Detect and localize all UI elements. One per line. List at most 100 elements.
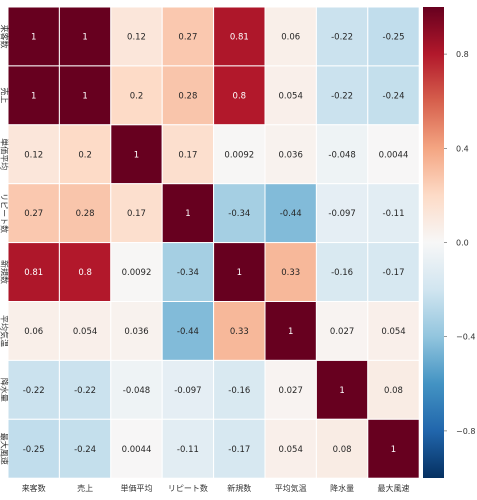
cell-value-label: 0.17 [178, 150, 197, 160]
cell-value-label: -0.44 [280, 209, 302, 219]
colorbar-tick-label: 0.4 [456, 144, 469, 153]
heatmap-cell-7-3 [161, 418, 215, 479]
column-tick-label: 降水量 [330, 483, 354, 493]
heatmap-cell-5-1 [58, 301, 112, 361]
cell-value-label: 0.027 [330, 327, 354, 337]
cell-value-label: 0.0092 [122, 268, 152, 278]
cell-value-label: 0.0044 [379, 150, 409, 160]
heatmap-cell-2-2 [110, 124, 163, 185]
heatmap-cell-2-4 [213, 124, 266, 185]
heatmap-cell-2-3 [161, 124, 215, 185]
row-tick-label: 売上 [0, 87, 10, 103]
cell-value-label: -0.22 [331, 32, 353, 42]
heatmap-cell-1-1 [58, 65, 112, 126]
column-tick-labels: 来客数 売上 単価平均 リピート数 新規数 平均気温 降水量 最大風速 [22, 483, 410, 493]
heatmap-cell-6-4 [213, 359, 266, 420]
cell-value-label: -0.11 [177, 445, 199, 455]
cell-value-label: 0.8 [78, 268, 92, 278]
heatmap-cell-2-5 [264, 124, 317, 185]
cell-value-label: 0.12 [127, 32, 146, 42]
cell-value-label: 0.036 [124, 327, 148, 337]
heatmap-cell-6-7 [367, 359, 420, 420]
cell-value-label: 0.2 [130, 91, 144, 101]
heatmap-cell-7-5 [264, 418, 317, 479]
heatmap-cell-0-0 [7, 6, 60, 67]
cell-value-label: -0.11 [383, 209, 405, 219]
heatmap-cell-7-4 [213, 418, 266, 479]
cell-value-label: -0.17 [228, 445, 250, 455]
row-tick-label: リピート数 [0, 193, 10, 233]
heatmap-cell-1-7 [367, 65, 420, 126]
cell-value-label: 0.28 [76, 209, 95, 219]
heatmap-cell-4-3 [161, 242, 215, 303]
row-tick-label: 降水量 [0, 378, 10, 402]
column-tick-label: 単価平均 [121, 483, 153, 493]
cell-value-label: -0.048 [328, 150, 355, 160]
cell-value-label: 1 [391, 445, 396, 455]
cell-value-label: -0.25 [23, 445, 45, 455]
heatmap-cell-6-1 [58, 359, 112, 420]
heatmap-cell-7-2 [110, 418, 163, 479]
heatmap-cell-5-6 [315, 301, 369, 361]
cell-value-label: 0.81 [230, 32, 249, 42]
cell-value-label: -0.22 [74, 386, 96, 396]
cell-value-label: 0.33 [281, 268, 300, 278]
cell-value-label: 1 [288, 327, 293, 337]
heatmap-cell-5-5 [264, 301, 317, 361]
cell-value-label: 0.17 [127, 209, 146, 219]
cell-value-label: 0.33 [230, 327, 249, 337]
cell-value-label: -0.097 [174, 386, 201, 396]
cell-value-label: -0.16 [331, 268, 353, 278]
heatmap-cell-0-7 [367, 6, 420, 67]
cell-value-label: 1 [339, 386, 344, 396]
heatmap-cell-0-2 [110, 6, 163, 67]
cell-value-label: 0.81 [24, 268, 43, 278]
row-tick-label: 単価平均 [0, 138, 10, 170]
heatmap-cell-0-5 [264, 6, 317, 67]
colorbar [423, 7, 444, 478]
cell-value-label: -0.097 [328, 209, 355, 219]
heatmap-cell-6-0 [7, 359, 60, 420]
cell-value-label: 0.27 [24, 209, 43, 219]
heatmap-cell-2-1 [58, 124, 112, 185]
cell-value-label: -0.16 [228, 386, 250, 396]
row-tick-label: 最大風速 [0, 433, 10, 465]
cell-value-label: 0.0044 [122, 445, 152, 455]
cell-value-label: 0.12 [24, 150, 43, 160]
heatmap-cell-6-5 [264, 359, 317, 420]
cell-value-label: -0.22 [23, 386, 45, 396]
heatmap-cells [7, 6, 420, 479]
heatmap-cell-3-4 [213, 183, 266, 244]
heatmap-cell-2-7 [367, 124, 420, 185]
cell-value-label: -0.34 [228, 209, 250, 219]
cell-value-label: 0.06 [24, 327, 43, 337]
colorbar-tick-label: −0.4 [456, 333, 475, 342]
cell-value-label: 0.08 [333, 445, 352, 455]
colorbar-tick-labels: 0.8 0.4 0.0 −0.4 −0.8 [444, 50, 475, 436]
heatmap-cell-0-1 [58, 6, 112, 67]
cell-value-label: -0.25 [383, 32, 405, 42]
cell-value-label: -0.17 [383, 268, 405, 278]
heatmap-cell-5-4 [213, 301, 266, 361]
heatmap-cell-3-2 [110, 183, 163, 244]
column-tick-label: リピート数 [168, 483, 208, 493]
cell-value-label: 1 [82, 32, 87, 42]
heatmap-cell-3-0 [7, 183, 60, 244]
cell-value-label: -0.34 [177, 268, 199, 278]
heatmap-cell-4-7 [367, 242, 420, 303]
row-tick-label: 新規数 [0, 260, 10, 284]
heatmap-cell-4-6 [315, 242, 369, 303]
column-tick-label: 平均気温 [275, 483, 307, 493]
cell-value-label: 0.06 [281, 32, 300, 42]
heatmap-cell-3-6 [315, 183, 369, 244]
cell-value-label: 0.036 [279, 150, 303, 160]
cell-value-label: 1 [31, 32, 36, 42]
cell-value-label: 0.2 [78, 150, 92, 160]
row-tick-label: 平均気温 [0, 315, 10, 347]
heatmap-cell-1-3 [161, 65, 215, 126]
cell-value-label: 0.054 [279, 445, 303, 455]
column-tick-label: 最大風速 [378, 483, 410, 493]
cell-value-label: 0.054 [279, 91, 303, 101]
cell-value-label: 1 [82, 91, 87, 101]
